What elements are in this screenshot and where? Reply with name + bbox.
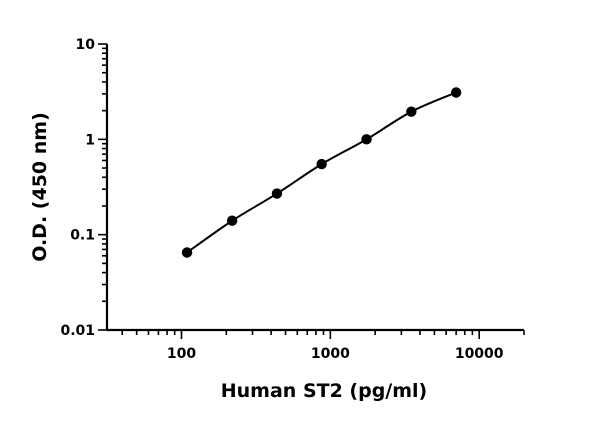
y-tick-label: 0.1 xyxy=(70,228,95,244)
x-tick-label: 100 xyxy=(167,346,196,362)
plot-area xyxy=(181,87,462,258)
axes xyxy=(105,44,524,332)
data-point xyxy=(271,188,283,199)
data-point xyxy=(181,247,193,258)
x-tick-label: 10000 xyxy=(455,346,504,362)
data-point xyxy=(316,158,327,170)
y-tick-label: 1 xyxy=(85,132,95,148)
x-tick-label: 1000 xyxy=(311,346,350,362)
y-tick-label: 0.01 xyxy=(60,323,95,339)
y-tick-label: 10 xyxy=(76,37,96,53)
x-ticks: 100 1000 10000 xyxy=(121,330,525,362)
data-point xyxy=(226,215,238,226)
fit-curve xyxy=(186,91,457,254)
x-axis-title: Human ST2 (pg/ml) xyxy=(221,380,428,402)
y-ticks: 0.01 0.1 1 10 xyxy=(60,37,107,339)
data-point xyxy=(406,106,417,117)
data-point xyxy=(361,134,372,145)
y-axis-title: O.D. (450 nm) xyxy=(29,112,51,262)
data-point xyxy=(450,87,462,98)
